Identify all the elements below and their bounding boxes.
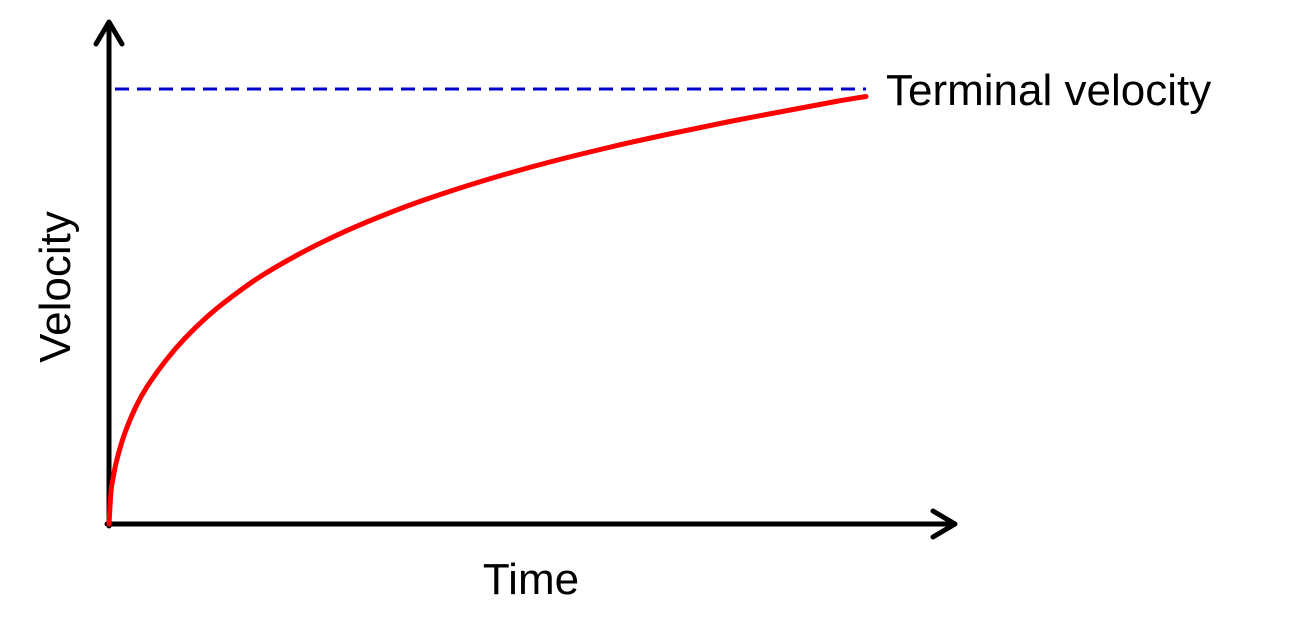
velocity-curve [106, 94, 869, 527]
y-axis-arrowhead [93, 19, 125, 47]
x-axis-arrowhead [930, 508, 958, 540]
y-axis-label: Velocity [31, 211, 80, 363]
axes [93, 19, 958, 540]
reference-lines: Terminal velocity [115, 66, 1211, 115]
series-lines [106, 94, 869, 527]
terminal-velocity-label: Terminal velocity [886, 66, 1211, 115]
x-axis-label: Time [483, 555, 579, 604]
